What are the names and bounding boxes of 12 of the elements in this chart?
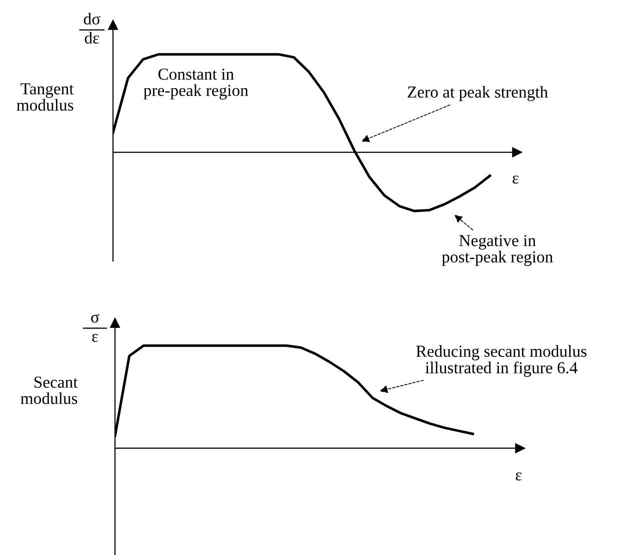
annotation: Reducing secant modulus illustrated in figure 6.4 [416, 345, 586, 377]
y-axis-title: Secant modulus [20, 376, 78, 404]
chart-subtitle: dε [84, 32, 100, 44]
annotation: Zero at peak strength [408, 86, 548, 102]
chart-title: dσ [84, 12, 100, 25]
x-axis-title: ε [512, 176, 519, 184]
text: Negative in post-peak region [442, 234, 553, 266]
x-axis-title: ε [516, 472, 522, 480]
y-axis-title: Tangent modulus [16, 83, 74, 111]
chart-title: σ [91, 314, 100, 323]
annotation: Constant in pre-peak region [144, 68, 248, 100]
chart-subtitle: ε [92, 334, 98, 342]
